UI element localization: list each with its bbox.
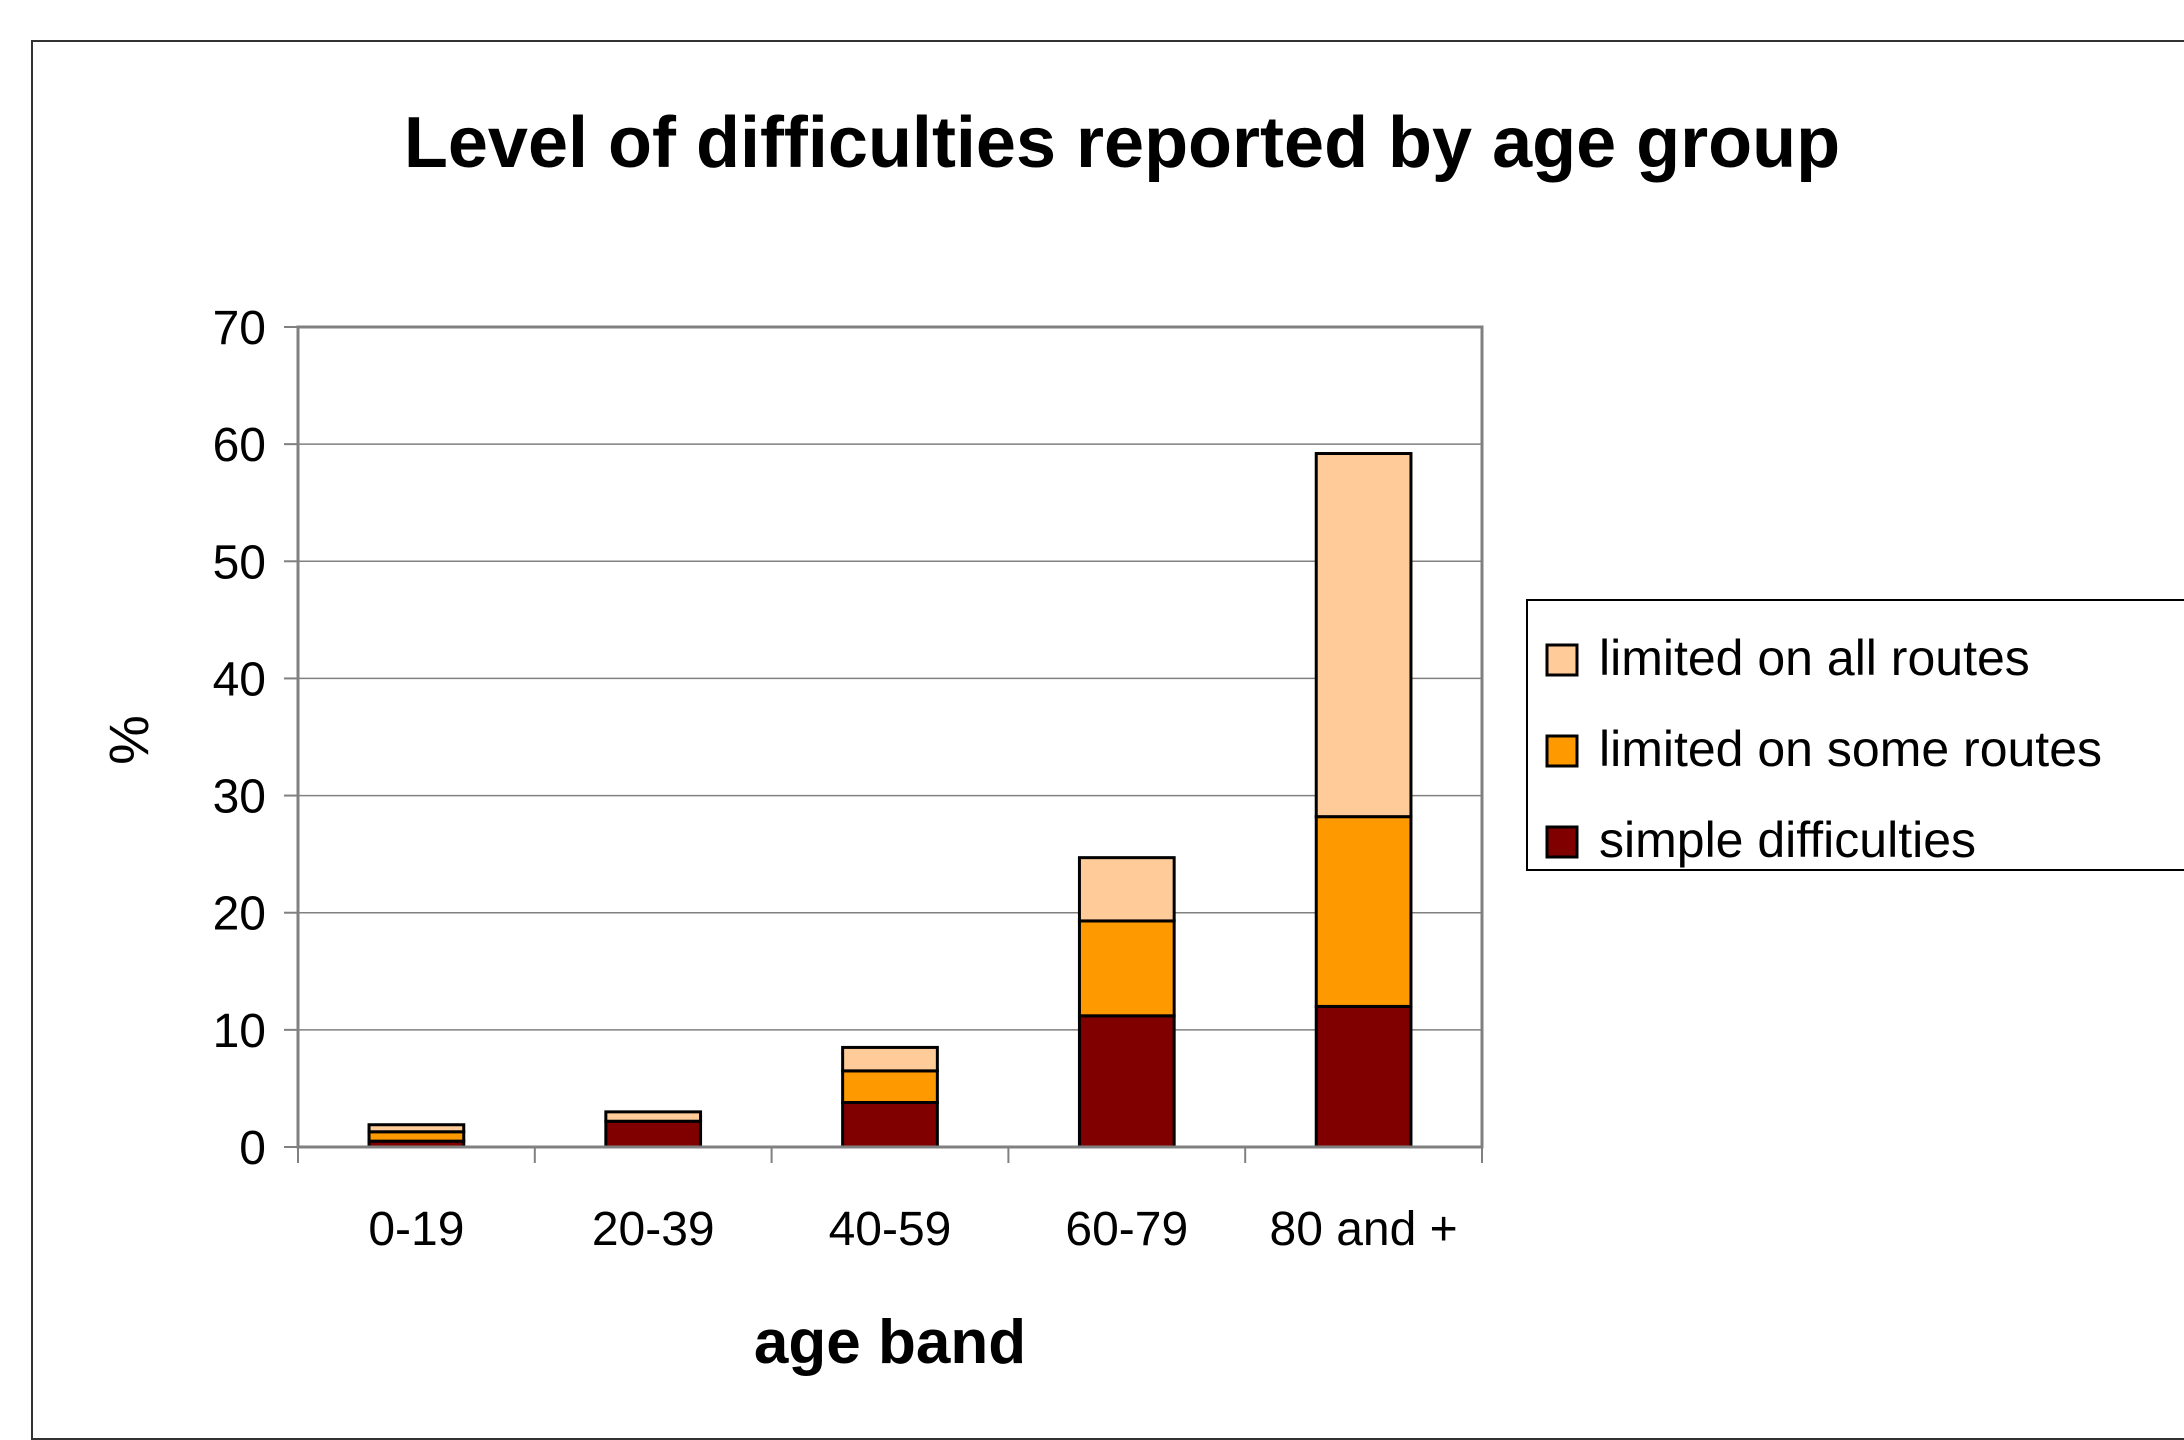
y-tick-label-70: 70 (213, 302, 266, 355)
legend-box (1526, 599, 2184, 871)
bar-60-79-limited-on-some-routes (1077, 919, 1176, 1018)
legend-label-limited-on-all-routes: limited on all routes (1599, 630, 2030, 686)
bar-60-79-limited-on-all-routes (1077, 856, 1176, 923)
x-tick-label-40-59: 40-59 (829, 1203, 952, 1256)
y-tick-label-50: 50 (213, 536, 266, 589)
y-tick-label-10: 10 (213, 1005, 266, 1058)
bar-40-59-limited-on-all-routes (841, 1045, 939, 1073)
plot-area-border (296, 325, 1484, 1149)
bar-80-and-limited-on-some-routes (1314, 815, 1413, 1008)
bar-0-19-limited-on-all-routes (367, 1123, 466, 1134)
axes (296, 325, 1484, 1149)
bar-20-39-limited-on-all-routes (604, 1110, 703, 1123)
legend-swatch-simple-difficulties (1545, 825, 1579, 859)
y-tick-label-20: 20 (213, 888, 266, 941)
y-tick-label-0: 0 (239, 1122, 266, 1175)
legend-label-limited-on-some-routes: limited on some routes (1599, 721, 2102, 777)
y-tick-label-60: 60 (213, 419, 266, 472)
bar-80-and-limited-on-all-routes (1314, 452, 1413, 819)
legend: limited on all routes limited on some rou… (1526, 599, 2184, 871)
x-tick-label-0-19: 0-19 (368, 1203, 464, 1256)
bar-20-39-simple-difficulties (604, 1119, 703, 1149)
legend-swatch-limited-on-all-routes (1545, 643, 1579, 677)
x-tick-label-20-39: 20-39 (592, 1203, 715, 1256)
ticks: 0 10 20 30 40 50 60 70 0-19 20-39 40-59 60-79 80 and… (213, 302, 1483, 1256)
chart-title: Level of difficulties reported by age gr… (404, 103, 1840, 183)
legend-swatch-limited-on-some-routes (1545, 734, 1579, 768)
bar-80-and-simple-difficulties (1314, 1004, 1413, 1149)
x-axis-title: age band (754, 1308, 1026, 1377)
gridlines (298, 326, 1482, 1031)
bar-60-79-simple-difficulties (1077, 1014, 1176, 1149)
chart-svg: Level of difficulties reported by age gr… (97, 103, 2184, 1377)
y-tick-label-40: 40 (213, 653, 266, 706)
x-tick-label-60-79: 60-79 (1065, 1203, 1188, 1256)
bar-40-59-simple-difficulties (841, 1100, 939, 1149)
y-tick-label-30: 30 (213, 771, 266, 824)
legend-label-simple-difficulties: simple difficulties (1599, 812, 1976, 868)
bars (367, 452, 1413, 1149)
y-axis-title: % (97, 715, 160, 765)
x-tick-label-80-and: 80 and + (1270, 1203, 1458, 1256)
bar-40-59-limited-on-some-routes (841, 1069, 939, 1104)
